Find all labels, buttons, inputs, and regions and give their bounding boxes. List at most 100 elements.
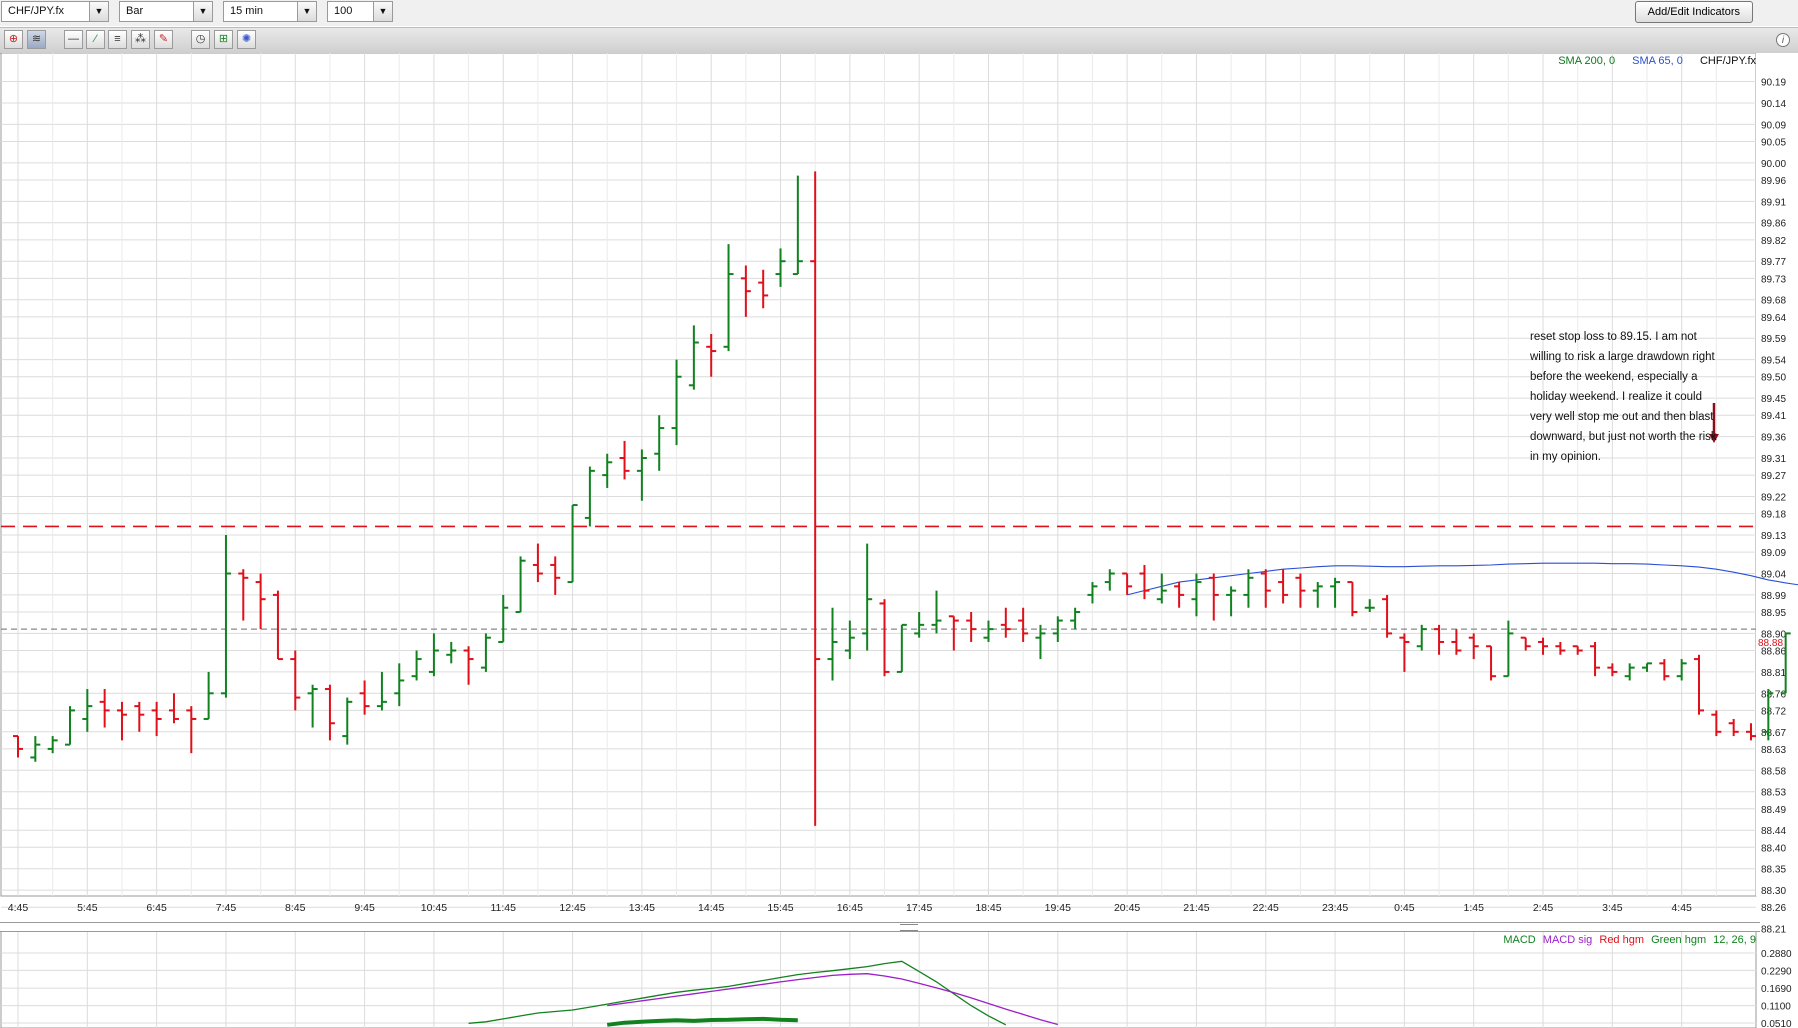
y-tick-label: 88.63 [1761, 745, 1786, 756]
x-tick-label: 4:45 [1671, 902, 1692, 914]
x-tick-label: 13:45 [629, 902, 655, 914]
chevron-down-icon[interactable]: ▼ [89, 2, 108, 21]
x-tick-label: 21:45 [1183, 902, 1209, 914]
x-tick-label: 22:45 [1253, 902, 1279, 914]
trend-line-icon[interactable]: ⁄ [86, 30, 105, 49]
y-tick-label: 89.04 [1761, 570, 1786, 581]
crosshair-icon[interactable]: ⊕ [4, 30, 23, 49]
y-tick-label: 90.00 [1761, 159, 1786, 170]
annotation-line: reset stop loss to 89.15. I am not [1530, 331, 1697, 343]
bars-select[interactable]: 100 ▼ [327, 1, 393, 22]
pattern-icon[interactable]: ⁂ [131, 30, 150, 49]
macd-y-tick-label: 0.2880 [1761, 949, 1792, 960]
chart-window-icon[interactable]: ≋ [27, 30, 46, 49]
interval-select[interactable]: 15 min ▼ [223, 1, 317, 22]
macd-series-line [468, 960, 1007, 1026]
pane-splitter[interactable] [0, 922, 1760, 932]
y-tick-label: 88.67 [1761, 728, 1786, 739]
top-toolbar: CHF/JPY.fx ▼ Bar ▼ 15 min ▼ 100 ▼ Add/Ed… [0, 0, 1798, 26]
y-tick-label: 88.35 [1761, 865, 1786, 876]
x-tick-label: 16:45 [837, 902, 863, 914]
x-tick-label: 4:45 [8, 902, 29, 914]
x-tick-label: 11:45 [490, 902, 516, 914]
annotation-line: willing to risk a large drawdown right [1530, 351, 1715, 363]
x-tick-label: 9:45 [354, 902, 375, 914]
x-tick-label: 18:45 [975, 902, 1001, 914]
horizontal-line-icon[interactable]: — [64, 30, 83, 49]
y-tick-label: 89.36 [1761, 433, 1786, 444]
y-tick-label: 88.90 [1761, 629, 1786, 640]
macd-y-tick-label: 0.1100 [1761, 1002, 1791, 1013]
chart-type-select[interactable]: Bar ▼ [119, 1, 213, 22]
x-tick-label: 8:45 [285, 902, 306, 914]
legend-sma65: SMA 65, 0 [1632, 55, 1683, 67]
price-legend: SMA 200, 0 SMA 65, 0 CHF/JPY.fx [1544, 55, 1756, 67]
y-tick-label: 89.45 [1761, 394, 1786, 405]
splitter-grip-icon[interactable] [900, 924, 918, 931]
y-tick-label: 89.96 [1761, 176, 1786, 187]
y-tick-label: 88.81 [1761, 668, 1786, 679]
chart-type-select-value: Bar [126, 5, 144, 17]
y-tick-label: 90.19 [1761, 78, 1786, 89]
x-tick-label: 14:45 [698, 902, 724, 914]
x-tick-label: 12:45 [559, 902, 585, 914]
y-tick-label: 89.86 [1761, 219, 1786, 230]
x-tick-label: 0:45 [1394, 902, 1415, 914]
macd-y-tick-label: 0.1690 [1761, 984, 1792, 995]
legend-symbol: CHF/JPY.fx [1699, 55, 1756, 67]
y-tick-label: 88.72 [1761, 706, 1786, 717]
legend-sma200: SMA 200, 0 [1558, 55, 1616, 67]
add-edit-indicators-button[interactable]: Add/Edit Indicators [1634, 1, 1753, 23]
drawing-toolbar: ⊕ ≋ — ⁄ ≡ ⁂ ✎ ◷ ⊞ ✺ i [0, 27, 1798, 54]
annotation-line: before the weekend, especially a [1530, 371, 1698, 383]
info-icon[interactable]: i [1776, 33, 1790, 47]
y-tick-label: 89.50 [1761, 373, 1786, 384]
y-tick-label: 88.21 [1761, 925, 1786, 936]
macd-series-line [607, 973, 1058, 1026]
macd-y-tick-label: 0.0510 [1761, 1019, 1792, 1028]
x-tick-label: 2:45 [1533, 902, 1554, 914]
macd-green-histogram [606, 1016, 798, 1027]
chevron-down-icon[interactable]: ▼ [297, 2, 316, 21]
y-tick-label: 89.77 [1761, 257, 1786, 268]
y-tick-label: 89.13 [1761, 531, 1786, 542]
x-tick-label: 19:45 [1045, 902, 1071, 914]
annotation-arrow-head [1709, 434, 1719, 443]
y-tick-label: 89.18 [1761, 510, 1786, 521]
interval-select-value: 15 min [230, 5, 264, 17]
y-tick-label: 88.99 [1761, 591, 1786, 602]
fibonacci-icon[interactable]: ≡ [108, 30, 127, 49]
x-tick-label: 1:45 [1464, 902, 1485, 914]
chevron-down-icon[interactable]: ▼ [373, 2, 392, 21]
y-tick-label: 89.73 [1761, 274, 1786, 285]
y-tick-label: 89.31 [1761, 454, 1786, 465]
sma65-line [1126, 562, 1798, 596]
symbol-select[interactable]: CHF/JPY.fx ▼ [1, 1, 109, 22]
chevron-down-icon[interactable]: ▼ [193, 2, 212, 21]
y-tick-label: 89.54 [1761, 356, 1786, 367]
zoom-icon[interactable]: ⊞ [214, 30, 233, 49]
y-tick-label: 89.09 [1761, 548, 1786, 559]
bars-select-value: 100 [334, 5, 353, 17]
y-tick-label: 89.82 [1761, 236, 1786, 247]
alarm-icon[interactable]: ◷ [191, 30, 210, 49]
y-tick-label: 88.44 [1761, 826, 1786, 837]
y-tick-label: 90.05 [1761, 137, 1786, 148]
y-tick-label: 89.27 [1761, 471, 1786, 482]
y-tick-label: 88.26 [1761, 903, 1786, 914]
macd-legend-red: Red hgm [1599, 934, 1645, 946]
y-tick-label: 89.91 [1761, 197, 1786, 208]
y-tick-label: 90.14 [1761, 99, 1786, 110]
x-tick-label: 23:45 [1322, 902, 1348, 914]
price-chart[interactable]: 90.19 90.14 90.09 90.05 90.00 89.96 89.91 89.86… [0, 53, 1798, 1028]
gear-icon[interactable]: ✺ [237, 30, 256, 49]
macd-y-tick-label: 0.2290 [1761, 966, 1792, 977]
y-tick-label: 88.76 [1761, 689, 1786, 700]
annotation-line: downward, but just not worth the risk [1530, 431, 1717, 443]
y-tick-label: 88.49 [1761, 805, 1786, 816]
eraser-icon[interactable]: ✎ [154, 30, 173, 49]
y-tick-label: 88.53 [1761, 788, 1786, 799]
x-tick-label: 5:45 [77, 902, 98, 914]
y-tick-label: 89.68 [1761, 296, 1786, 307]
x-tick-label: 15:45 [767, 902, 793, 914]
